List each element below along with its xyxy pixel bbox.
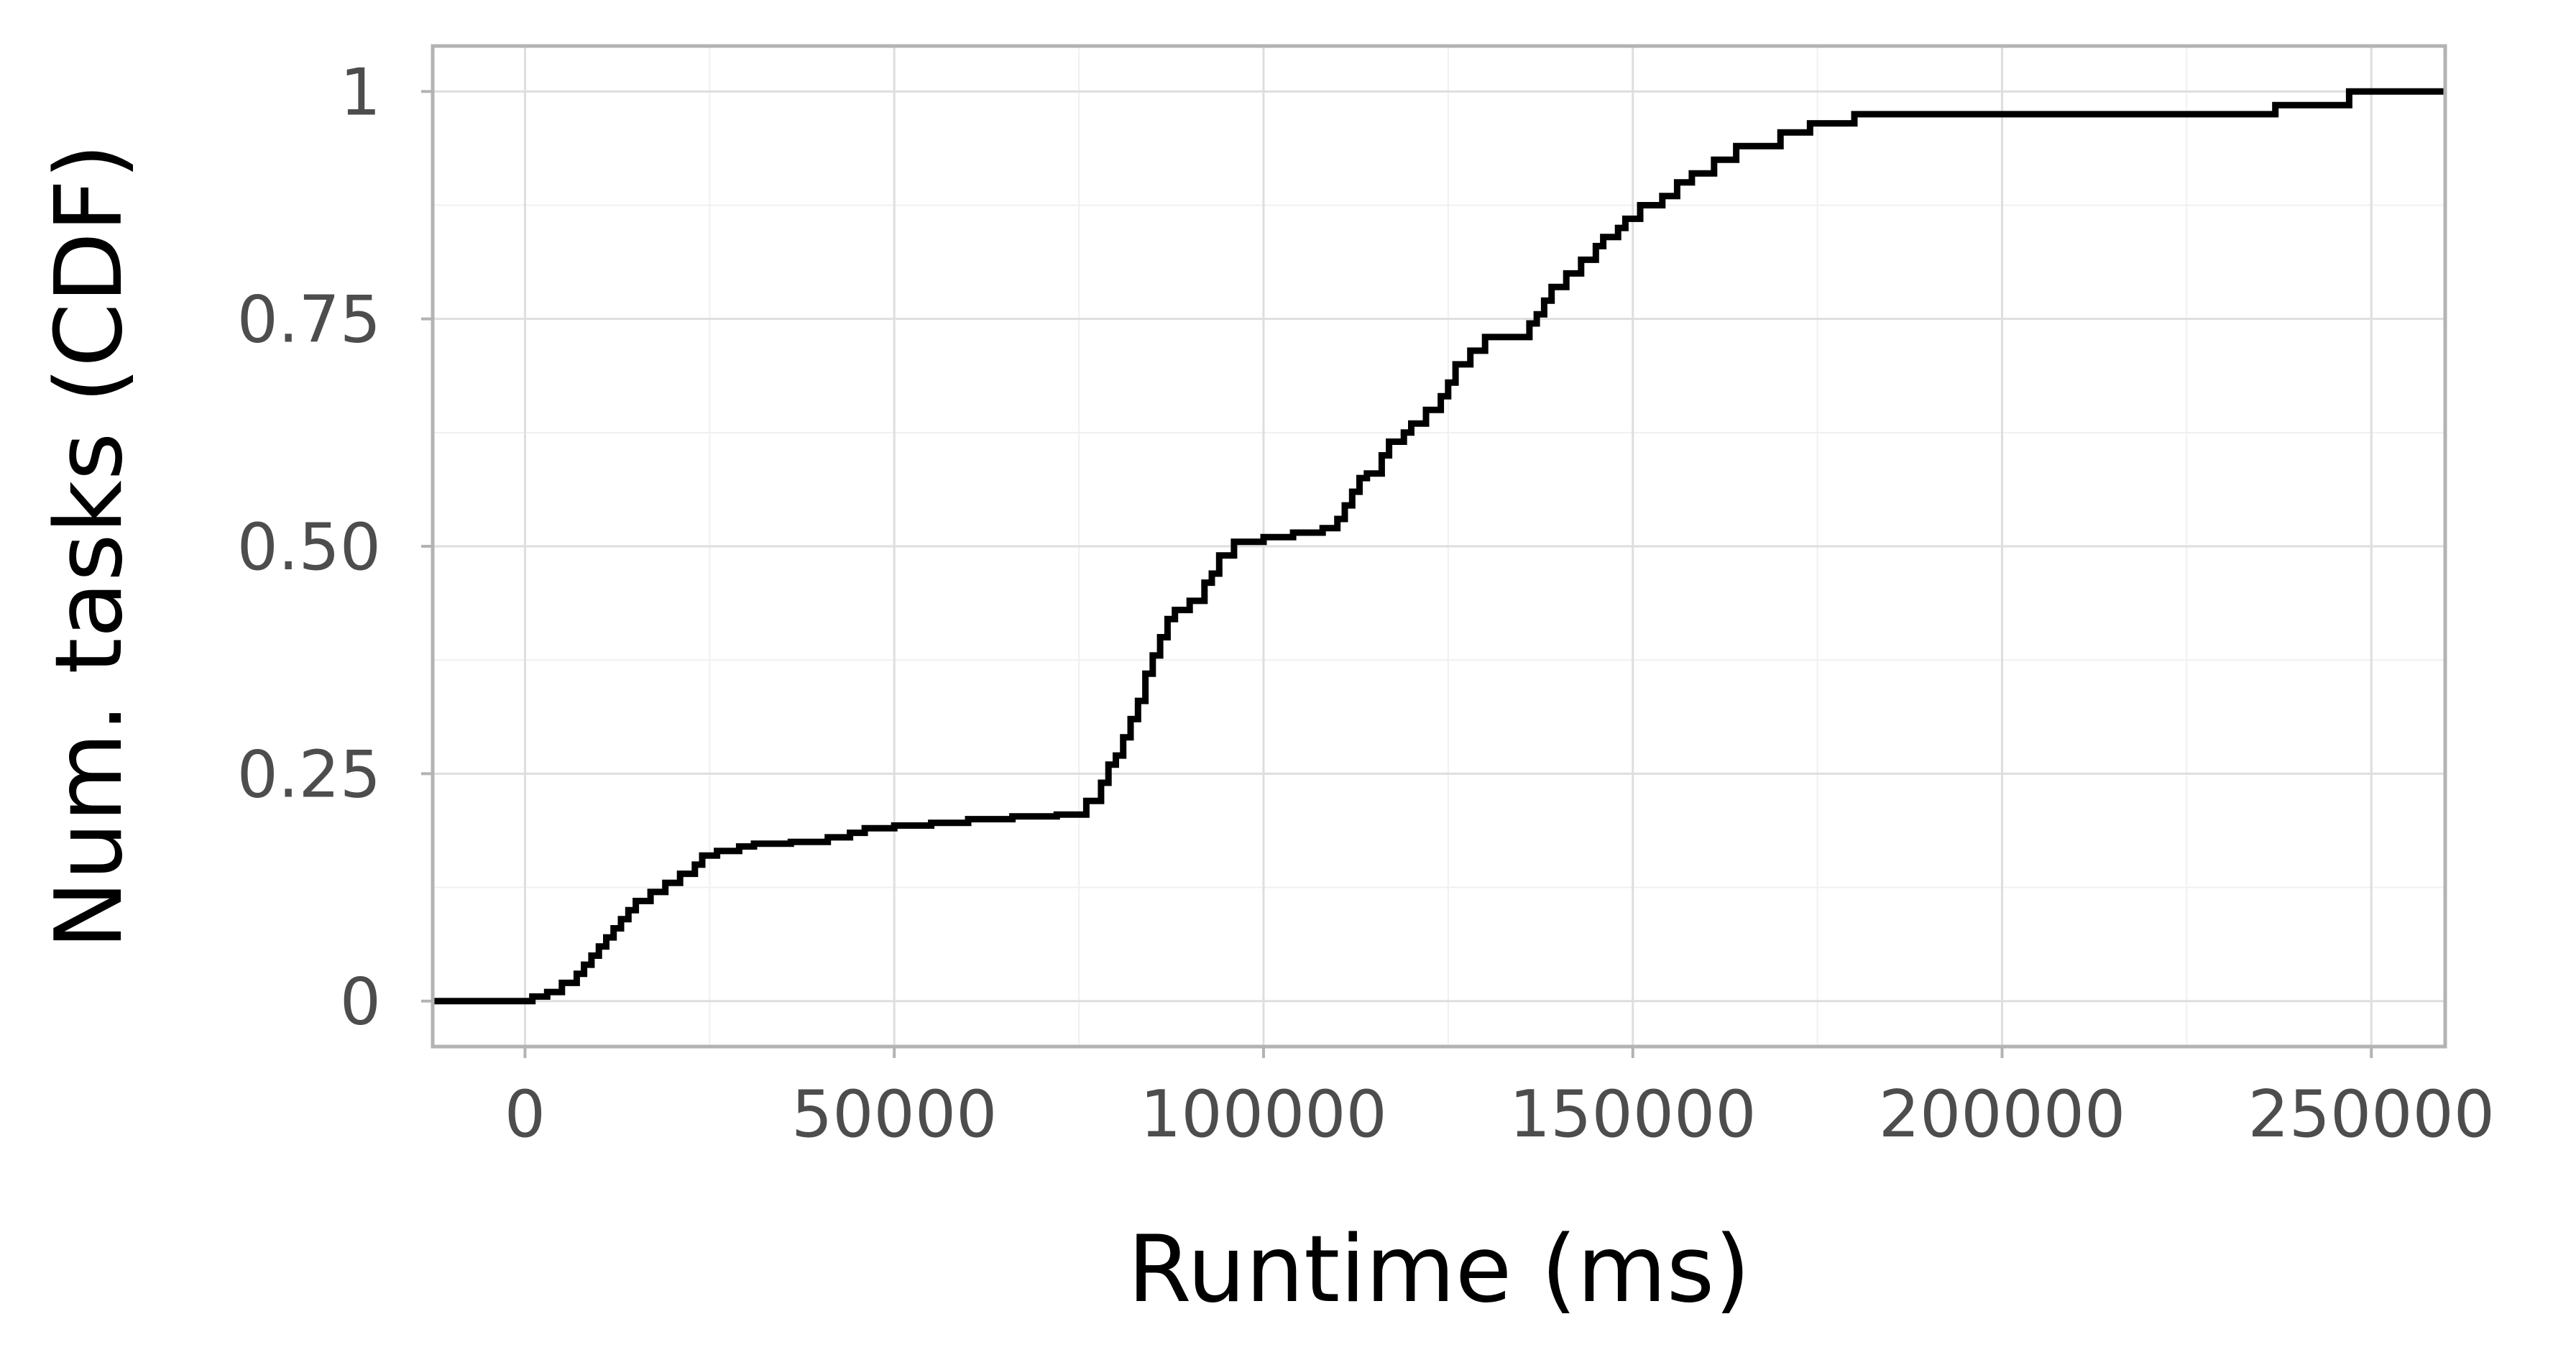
x-tick-label: 50000	[791, 1077, 997, 1152]
y-tick-label: 1	[340, 55, 381, 130]
y-axis-tick-labels: 0 0.25 0.50 0.75 1	[237, 55, 381, 1039]
x-tick-label: 100000	[1140, 1077, 1387, 1152]
cdf-step-line	[433, 88, 2445, 1005]
x-tick-label: 150000	[1509, 1077, 1757, 1152]
x-tick-label: 0	[505, 1077, 546, 1152]
y-tick-label: 0.50	[237, 510, 381, 585]
y-tick-label: 0.75	[237, 282, 381, 358]
series-layer	[433, 88, 2445, 1005]
x-axis-tick-labels: 0 50000 100000 150000 200000 250000	[505, 1077, 2495, 1152]
major-grid	[433, 46, 2445, 1047]
x-tick-label: 200000	[1879, 1077, 2126, 1152]
axis-ticks	[421, 90, 2373, 1058]
x-axis-title: Runtime (ms)	[1128, 1216, 1751, 1323]
y-tick-label: 0.25	[237, 737, 381, 812]
x-tick-label: 250000	[2248, 1077, 2495, 1152]
y-axis-title: Num. tasks (CDF)	[36, 143, 143, 949]
y-tick-label: 0	[340, 965, 381, 1040]
